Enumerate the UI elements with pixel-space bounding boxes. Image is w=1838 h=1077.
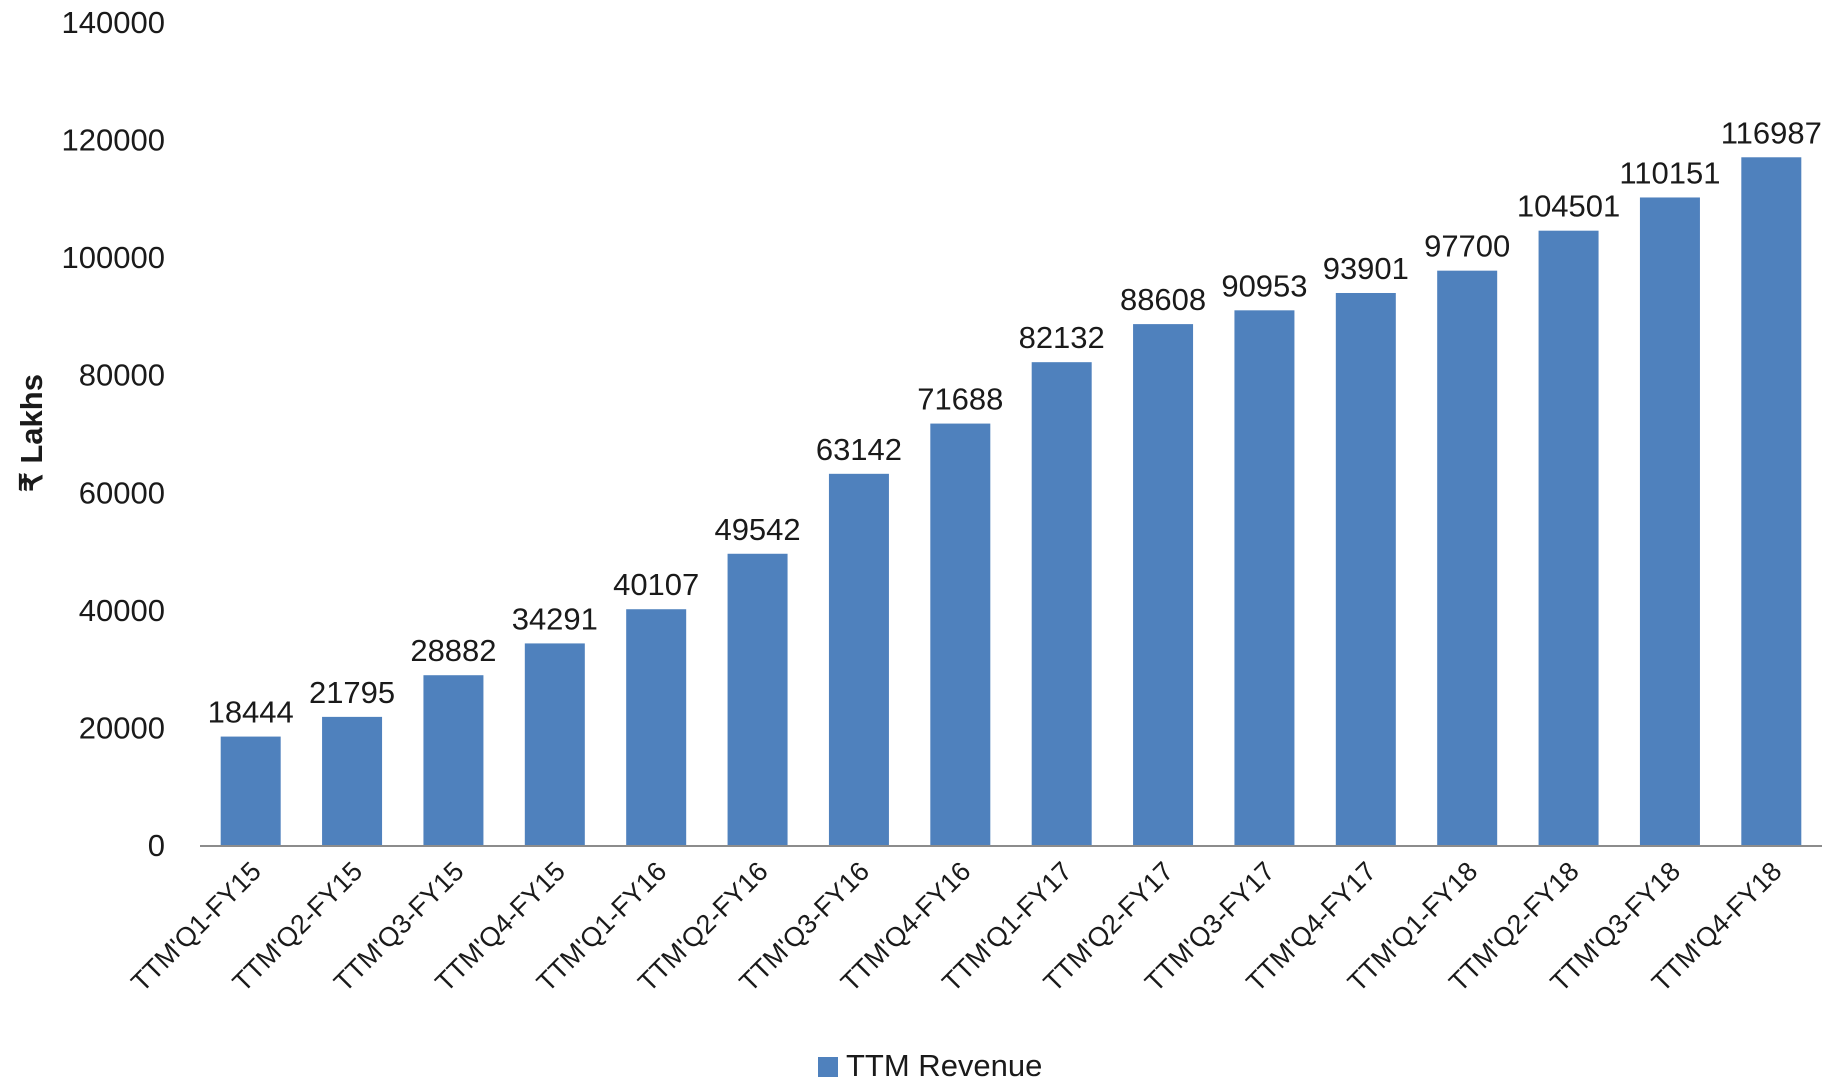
bar[interactable] — [1538, 230, 1599, 845]
data-label: 93901 — [1323, 251, 1409, 286]
bars — [220, 157, 1802, 845]
bar[interactable] — [1031, 362, 1092, 845]
y-tick-label: 80000 — [79, 358, 165, 393]
data-label: 40107 — [613, 567, 699, 602]
data-label: 63142 — [816, 432, 902, 467]
bar[interactable] — [423, 675, 484, 845]
data-labels: 18444 21795 28882 34291 40107 49542 63142 71688… — [208, 115, 1822, 729]
y-tick-label: 60000 — [79, 475, 165, 510]
bar[interactable] — [524, 643, 585, 845]
data-label: 49542 — [714, 512, 800, 547]
y-tick-label: 140000 — [62, 5, 165, 40]
bar[interactable] — [727, 553, 788, 845]
bar[interactable] — [220, 736, 281, 845]
data-label: 34291 — [512, 601, 598, 636]
y-tick-label: 40000 — [79, 593, 165, 628]
x-axis-category-labels: TTM'Q1-FY15TTM'Q2-FY15TTM'Q3-FY15TTM'Q4-… — [125, 856, 1787, 998]
y-tick-label: 20000 — [79, 710, 165, 745]
bar[interactable] — [828, 473, 889, 845]
y-axis-title: ₹ Lakhs — [14, 374, 49, 492]
bar[interactable] — [1335, 292, 1396, 845]
bar[interactable] — [626, 609, 687, 845]
data-label: 88608 — [1120, 282, 1206, 317]
data-label: 82132 — [1019, 320, 1105, 355]
data-label: 21795 — [309, 675, 395, 710]
bar[interactable] — [1437, 270, 1498, 845]
legend-swatch-ttm-revenue — [818, 1057, 838, 1077]
data-label: 28882 — [410, 633, 496, 668]
y-tick-label: 120000 — [62, 123, 165, 158]
data-label: 18444 — [208, 695, 294, 730]
legend[interactable]: TTM Revenue — [818, 1048, 1042, 1077]
data-label: 104501 — [1517, 189, 1620, 224]
bar[interactable] — [1133, 324, 1194, 845]
data-label: 71688 — [917, 382, 1003, 417]
bar[interactable] — [1741, 157, 1802, 845]
bar[interactable] — [322, 716, 383, 845]
legend-label-ttm-revenue: TTM Revenue — [846, 1048, 1042, 1077]
y-axis-ticks: 0 20000 40000 60000 80000 100000 120000 140000 — [62, 5, 165, 863]
bar[interactable] — [1234, 310, 1295, 845]
bar[interactable] — [930, 423, 991, 845]
data-label: 110151 — [1619, 155, 1720, 190]
y-tick-label: 0 — [148, 828, 165, 863]
data-label: 90953 — [1221, 268, 1307, 303]
y-tick-label: 100000 — [62, 240, 165, 275]
data-label: 97700 — [1424, 229, 1510, 264]
bar[interactable] — [1639, 197, 1700, 845]
data-label: 116987 — [1721, 115, 1822, 150]
